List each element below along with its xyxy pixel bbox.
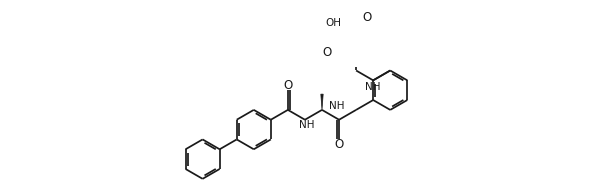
Text: OH: OH [326,18,341,29]
Text: O: O [323,46,332,59]
Text: NH: NH [299,120,315,130]
Text: O: O [363,10,372,23]
Text: NH: NH [365,82,381,92]
Polygon shape [321,94,323,110]
Text: NH: NH [329,101,345,111]
Text: O: O [334,138,344,151]
Text: O: O [283,79,293,92]
